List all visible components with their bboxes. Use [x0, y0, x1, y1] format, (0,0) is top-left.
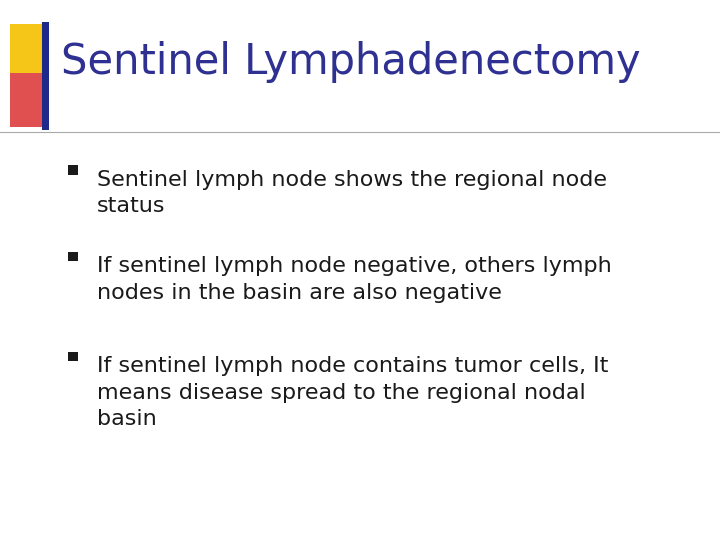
Bar [68, 352, 78, 361]
Bar [10, 73, 45, 127]
Text: If sentinel lymph node negative, others lymph
nodes in the basin are also negati: If sentinel lymph node negative, others … [97, 256, 612, 303]
Bar [10, 24, 45, 78]
Text: Sentinel Lymphadenectomy: Sentinel Lymphadenectomy [61, 41, 641, 83]
Text: Sentinel lymph node shows the regional node
status: Sentinel lymph node shows the regional n… [97, 170, 607, 217]
Bar [68, 252, 78, 261]
Text: If sentinel lymph node contains tumor cells, It
means disease spread to the regi: If sentinel lymph node contains tumor ce… [97, 356, 608, 429]
Bar [68, 165, 78, 175]
Bar [42, 22, 49, 130]
